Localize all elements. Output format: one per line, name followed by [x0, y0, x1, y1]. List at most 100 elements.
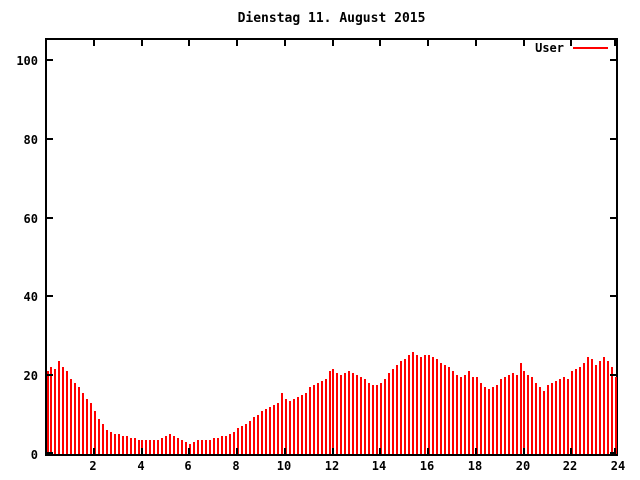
y-tick-right — [610, 374, 616, 376]
user-bar — [325, 379, 327, 454]
x-tick-bottom — [379, 448, 381, 454]
user-bar — [504, 377, 506, 454]
x-tick-top — [236, 40, 238, 46]
x-tick-bottom — [523, 448, 525, 454]
x-axis-tick-label: 14 — [371, 459, 387, 473]
user-bar — [424, 355, 426, 454]
user-bar — [539, 387, 541, 454]
user-bar — [110, 432, 112, 454]
user-bar — [177, 438, 179, 454]
user-bar — [400, 361, 402, 454]
user-bar — [273, 405, 275, 454]
user-bar — [464, 375, 466, 454]
user-bar — [372, 385, 374, 454]
user-bar — [241, 426, 243, 454]
user-bar — [420, 357, 422, 454]
user-bar — [66, 371, 68, 454]
y-tick-right — [610, 217, 616, 219]
user-bar — [237, 428, 239, 454]
user-bar — [364, 379, 366, 454]
plot-area: User — [45, 38, 618, 456]
user-bar — [567, 379, 569, 454]
user-bar — [157, 440, 159, 454]
x-tick-top — [523, 40, 525, 46]
x-tick-top — [427, 40, 429, 46]
x-tick-top — [188, 40, 190, 46]
user-bar — [432, 357, 434, 454]
y-axis-tick-label: 20 — [23, 369, 38, 383]
y-tick-right — [610, 59, 616, 61]
user-bar — [285, 399, 287, 454]
user-bar — [289, 401, 291, 454]
user-bar — [512, 373, 514, 454]
user-bar — [543, 391, 545, 454]
user-bar — [126, 436, 128, 454]
x-tick-bottom — [93, 448, 95, 454]
user-bar — [261, 411, 263, 454]
user-bar — [368, 383, 370, 454]
user-bar — [575, 369, 577, 454]
user-bar — [130, 438, 132, 454]
user-bar — [344, 373, 346, 454]
user-bar — [436, 359, 438, 454]
user-bar — [591, 359, 593, 454]
user-bar — [58, 361, 60, 454]
user-bar — [297, 397, 299, 454]
x-axis-tick-label: 2 — [89, 459, 97, 473]
user-bar — [309, 387, 311, 454]
user-bar — [209, 440, 211, 454]
user-bar — [161, 438, 163, 454]
user-bar — [392, 369, 394, 454]
user-bar — [468, 371, 470, 454]
user-bar — [472, 377, 474, 454]
user-bar — [535, 383, 537, 454]
user-bar — [217, 438, 219, 454]
user-bar — [138, 440, 140, 454]
y-axis-tick-label: 40 — [23, 290, 38, 304]
y-tick-left — [47, 59, 53, 61]
user-bar — [412, 352, 414, 454]
user-bar — [145, 440, 147, 454]
x-tick-bottom — [570, 448, 572, 454]
user-bar — [456, 375, 458, 454]
user-bar — [563, 377, 565, 454]
user-bar — [269, 407, 271, 454]
x-axis-tick-label: 10 — [276, 459, 292, 473]
user-bar — [516, 375, 518, 454]
user-bar — [193, 442, 195, 454]
y-tick-right — [610, 295, 616, 297]
user-bar — [321, 381, 323, 454]
user-bar — [70, 379, 72, 454]
user-bar — [384, 379, 386, 454]
user-bar — [520, 363, 522, 454]
user-bar — [197, 440, 199, 454]
user-bar — [277, 403, 279, 454]
user-bar — [360, 377, 362, 454]
user-bar — [340, 375, 342, 454]
y-axis-tick-label: 100 — [16, 54, 38, 68]
user-bar — [444, 365, 446, 454]
user-bar — [336, 373, 338, 454]
user-bar — [404, 359, 406, 454]
user-bar — [484, 387, 486, 454]
user-bar — [205, 440, 207, 454]
user-bar — [332, 369, 334, 454]
user-bar — [213, 438, 215, 454]
user-bar — [615, 377, 617, 454]
user-bar — [579, 367, 581, 454]
user-bar — [293, 399, 295, 454]
user-bar — [559, 379, 561, 454]
user-bar — [480, 383, 482, 454]
user-bar — [153, 440, 155, 454]
x-tick-top — [332, 40, 334, 46]
x-tick-bottom — [284, 448, 286, 454]
x-axis-tick-label: 4 — [137, 459, 145, 473]
y-axis-tick-label: 0 — [30, 448, 38, 462]
user-bar — [90, 403, 92, 454]
chart-title: Dienstag 11. August 2015 — [237, 11, 426, 26]
user-bar — [281, 393, 283, 454]
x-tick-top — [570, 40, 572, 46]
x-axis-tick-label: 24 — [610, 459, 626, 473]
x-axis-tick-label: 8 — [232, 459, 240, 473]
